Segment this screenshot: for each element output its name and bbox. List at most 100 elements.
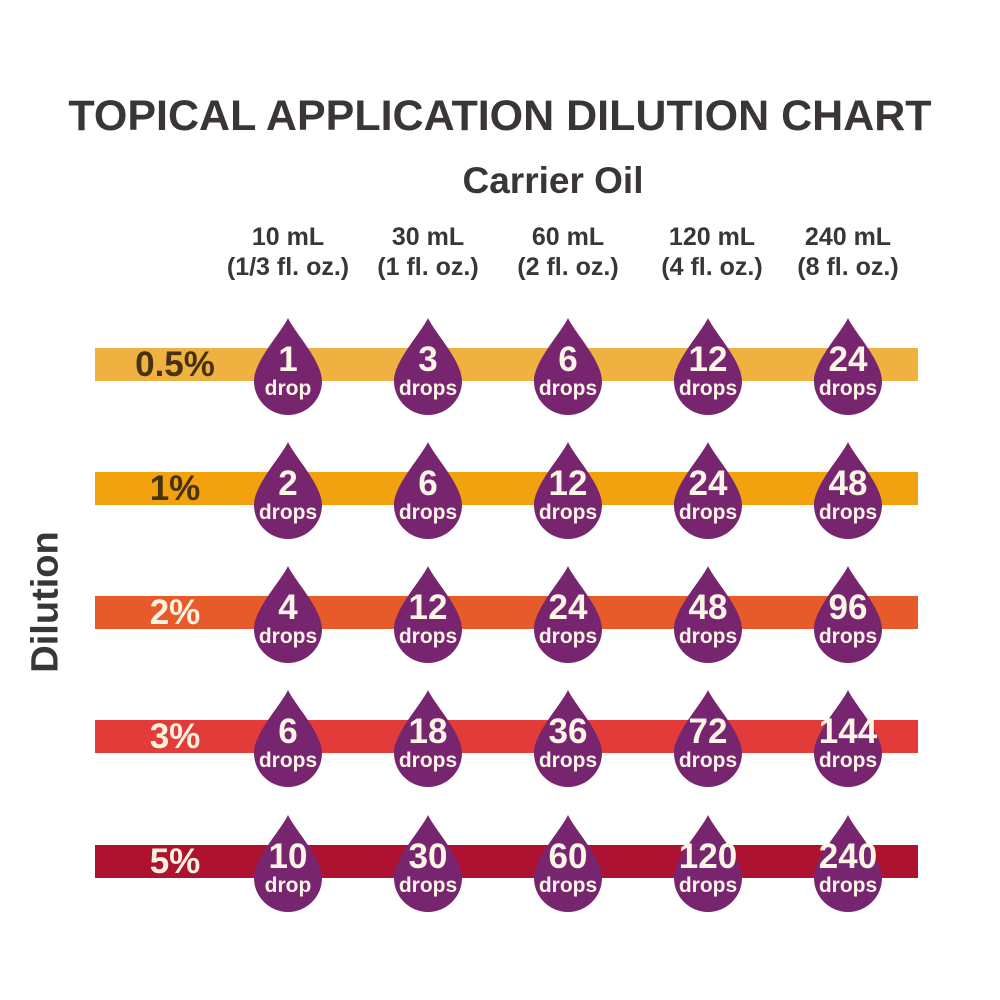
drop-count: 60 xyxy=(548,837,588,876)
drop-unit: drops xyxy=(818,377,878,400)
dilution-row-5pct: 5% 10 drop 30 drops 60 drops 120 xyxy=(0,814,1000,914)
drop-unit: drops xyxy=(678,501,738,524)
droplet-cell: 2 drops xyxy=(251,441,325,541)
drop-unit: drops xyxy=(678,625,738,648)
droplet-label: 30 drops xyxy=(391,814,465,914)
droplet-cell: 120 drops xyxy=(671,814,745,914)
droplet-icon xyxy=(534,815,602,912)
droplet-icon xyxy=(254,815,322,912)
column-ounces: (2 fl. oz.) xyxy=(517,253,619,281)
droplet-icon xyxy=(674,566,742,663)
droplet-icon xyxy=(394,442,462,539)
droplet-label: 1 drop xyxy=(251,317,325,417)
column-ounces: (8 fl. oz.) xyxy=(797,253,899,281)
droplet-label: 2 drops xyxy=(251,441,325,541)
column-volume: 10 mL xyxy=(251,223,325,251)
droplet-icon xyxy=(814,690,882,787)
droplet-cell: 240 drops xyxy=(811,814,885,914)
droplet-label: 6 drops xyxy=(531,317,605,417)
drop-count: 24 xyxy=(548,588,588,627)
droplet-cell: 6 drops xyxy=(251,689,325,789)
droplet-cell: 10 drop xyxy=(251,814,325,914)
droplet-icon xyxy=(534,690,602,787)
row-bar xyxy=(95,348,918,381)
droplet-label: 24 drops xyxy=(811,317,885,417)
droplet-label: 48 drops xyxy=(671,565,745,665)
droplet-cell: 24 drops xyxy=(811,317,885,417)
column-header-120ml: 120 mL (4 fl. oz.) xyxy=(661,222,762,282)
droplet-label: 24 drops xyxy=(531,565,605,665)
droplet-icon xyxy=(674,442,742,539)
drop-unit: drops xyxy=(818,749,878,772)
drop-unit: drops xyxy=(538,377,598,400)
row-percent-label: 2% xyxy=(149,593,201,632)
drop-count: 1 xyxy=(278,340,298,379)
drop-count: 24 xyxy=(688,464,728,503)
drop-count: 12 xyxy=(548,464,588,503)
droplet-icon xyxy=(814,566,882,663)
drop-unit: drops xyxy=(678,377,738,400)
droplet-label: 60 drops xyxy=(531,814,605,914)
droplet-icon xyxy=(394,690,462,787)
droplet-cell: 60 drops xyxy=(531,814,605,914)
drop-count: 144 xyxy=(818,712,878,751)
droplet-cell: 36 drops xyxy=(531,689,605,789)
drop-count: 6 xyxy=(278,712,298,751)
drop-count: 18 xyxy=(408,712,448,751)
drop-unit: drop xyxy=(264,377,312,400)
droplet-icon xyxy=(534,318,602,415)
droplet-cell: 72 drops xyxy=(671,689,745,789)
droplet-icon xyxy=(674,318,742,415)
droplet-cell: 30 drops xyxy=(391,814,465,914)
droplet-label: 12 drops xyxy=(671,317,745,417)
droplet-label: 6 drops xyxy=(391,441,465,541)
droplet-label: 4 drops xyxy=(251,565,325,665)
droplet-icon xyxy=(534,442,602,539)
drop-count: 36 xyxy=(548,712,588,751)
drop-count: 10 xyxy=(268,837,308,876)
dilution-row-2pct: 2% 4 drops 12 drops 24 drops 48 xyxy=(0,565,1000,665)
drop-count: 4 xyxy=(278,588,298,627)
drop-count: 30 xyxy=(408,837,448,876)
drop-count: 96 xyxy=(828,588,868,627)
column-header-60ml: 60 mL (2 fl. oz.) xyxy=(517,222,618,282)
droplet-icon xyxy=(814,815,882,912)
droplet-label: 240 drops xyxy=(811,814,885,914)
row-bar xyxy=(95,472,918,505)
droplet-label: 3 drops xyxy=(391,317,465,417)
droplet-icon xyxy=(674,815,742,912)
drop-unit: drops xyxy=(398,377,458,400)
droplet-cell: 3 drops xyxy=(391,317,465,417)
drop-count: 6 xyxy=(558,340,578,379)
droplet-cell: 6 drops xyxy=(531,317,605,417)
droplet-label: 24 drops xyxy=(671,441,745,541)
dilution-row-0.5pct: 0.5% 1 drop 3 drops 6 drops 12 xyxy=(0,317,1000,417)
droplet-cell: 24 drops xyxy=(531,565,605,665)
droplet-cell: 12 drops xyxy=(531,441,605,541)
droplet-icon xyxy=(254,566,322,663)
droplet-icon xyxy=(394,566,462,663)
row-percent-label: 0.5% xyxy=(135,345,215,384)
row-percent-label: 1% xyxy=(149,469,201,508)
droplet-label: 6 drops xyxy=(251,689,325,789)
droplet-icon xyxy=(814,442,882,539)
droplet-label: 144 drops xyxy=(811,689,885,789)
droplet-cell: 24 drops xyxy=(671,441,745,541)
carrier-oil-axis-title: Carrier Oil xyxy=(462,160,644,201)
row-bar xyxy=(95,845,918,878)
column-volume: 240 mL xyxy=(804,223,892,251)
row-bar xyxy=(95,720,918,753)
column-header-30ml: 30 mL (1 fl. oz.) xyxy=(377,222,478,282)
drop-unit: drops xyxy=(818,501,878,524)
droplet-cell: 6 drops xyxy=(391,441,465,541)
drop-unit: drops xyxy=(398,501,458,524)
column-header-240ml: 240 mL (8 fl. oz.) xyxy=(797,222,898,282)
drop-unit: drops xyxy=(818,874,878,897)
droplet-cell: 48 drops xyxy=(671,565,745,665)
row-bar xyxy=(95,596,918,629)
page-title: TOPICAL APPLICATION DILUTION CHART xyxy=(68,92,932,140)
row-percent-label: 3% xyxy=(149,717,201,756)
drop-count: 3 xyxy=(418,340,438,379)
droplet-cell: 12 drops xyxy=(391,565,465,665)
droplet-icon xyxy=(394,318,462,415)
